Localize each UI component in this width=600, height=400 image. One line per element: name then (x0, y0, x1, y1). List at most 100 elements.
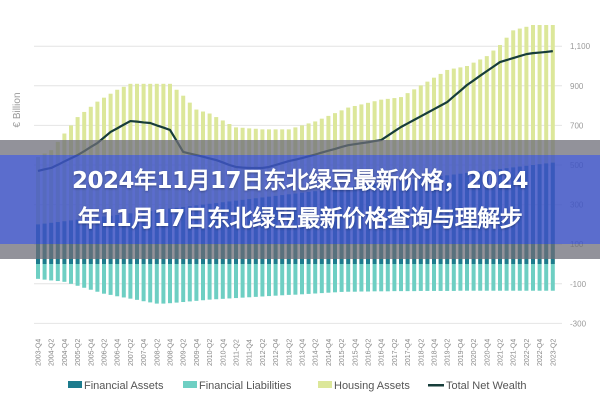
bar-financial-liabilities (207, 264, 212, 300)
x-tick-label: 2021-Q4 (511, 339, 518, 366)
x-tick-label: 2009-Q4 (194, 339, 201, 366)
x-tick-label: 2019-Q4 (458, 339, 465, 366)
bar-financial-liabilities (227, 264, 232, 299)
bar-financial-liabilities (253, 264, 258, 297)
x-tick-label: 2012-Q4 (273, 339, 280, 366)
bar-financial-liabilities (141, 264, 146, 302)
x-tick-label: 2011-Q2 (234, 339, 241, 366)
bar-financial-liabilities (135, 264, 139, 300)
bar-financial-liabilities (161, 264, 166, 304)
legend-label: Housing Assets (334, 380, 410, 392)
bar-financial-liabilities (82, 264, 87, 288)
bar-financial-liabilities (359, 264, 364, 292)
bar-financial-liabilities (181, 264, 186, 303)
bar-financial-liabilities (333, 264, 337, 293)
title-line-1: 2024年11月17日东北绿豆最新价格，2024 (71, 168, 529, 194)
bar-financial-liabilities (148, 264, 153, 303)
bar-financial-liabilities (154, 264, 159, 304)
x-tick-labels: 2003-Q4 2004-Q2 2004-Q4 2005-Q2 2005-Q4 2006-… (36, 339, 558, 366)
bar-financial-liabilities (326, 264, 331, 293)
bar-financial-liabilities (273, 264, 278, 296)
y-tick-label: 700 (570, 121, 584, 130)
bar-financial-liabilities (234, 264, 238, 299)
bar-financial-liabilities (240, 264, 245, 298)
x-tick-label: 2004-Q4 (62, 339, 69, 366)
bar-financial-liabilities (478, 264, 483, 291)
bar-financial-liabilities (517, 264, 522, 291)
y-tick-label: 900 (570, 82, 584, 91)
x-tick-label: 2005-Q4 (88, 339, 95, 366)
bar-financial-liabilities (465, 264, 469, 291)
x-tick-label: 2003-Q4 (36, 339, 43, 366)
x-tick-label: 2023-Q2 (550, 339, 557, 366)
bar-financial-liabilities (102, 264, 106, 294)
bar-financial-liabilities (194, 264, 199, 301)
legend: Financial Assets Financial Liabilities Hou… (68, 380, 527, 392)
bar-financial-liabilities (121, 264, 126, 298)
x-tick-label: 2004-Q2 (49, 339, 56, 366)
bar-financial-liabilities (286, 264, 291, 295)
x-tick-label: 2017-Q4 (405, 339, 412, 366)
x-tick-label: 2016-Q4 (379, 339, 386, 366)
x-tick-label: 2006-Q4 (115, 339, 122, 366)
bar-financial-liabilities (498, 264, 502, 291)
x-tick-label: 2018-Q4 (432, 339, 439, 366)
bar-financial-liabilities (49, 264, 54, 281)
x-tick-label: 2021-Q2 (498, 339, 505, 366)
article-title: 2024年11月17日东北绿豆最新价格，2024 年11月17日东北绿豆最新价格… (0, 162, 600, 238)
x-tick-label: 2006-Q2 (102, 339, 109, 366)
bar-financial-liabilities (306, 264, 311, 294)
legend-label: Financial Assets (84, 380, 164, 392)
bar-financial-liabilities (260, 264, 265, 297)
bar-financial-liabilities (392, 264, 397, 292)
legend-swatch (68, 381, 82, 388)
bar-financial-liabilities (412, 264, 417, 292)
bar-financial-liabilities (115, 264, 120, 297)
bar-financial-liabilities (511, 264, 516, 291)
x-tick-label: 2012-Q2 (260, 339, 267, 366)
y-tick-label: 1,100 (570, 42, 591, 51)
bar-financial-liabilities (339, 264, 344, 292)
bar-financial-liabilities (220, 264, 225, 299)
x-tick-label: 2007-Q2 (128, 339, 135, 366)
overlay-band-top (0, 140, 600, 155)
y-axis-label: € Billion (12, 92, 23, 127)
bar-financial-liabilities (385, 264, 390, 292)
y-tick-label: -300 (570, 319, 587, 328)
bar-financial-liabilities (36, 264, 40, 279)
x-tick-label: 2008-Q4 (168, 339, 175, 366)
bar-financial-liabilities (293, 264, 298, 295)
bar-financial-liabilities (524, 264, 529, 291)
bar-financial-liabilities (128, 264, 133, 299)
bar-financial-liabilities (55, 264, 60, 282)
x-tick-label: 2017-Q2 (392, 339, 399, 366)
bar-financial-liabilities (550, 264, 555, 291)
x-tick-label: 2005-Q2 (75, 339, 82, 366)
overlay-band (0, 155, 600, 244)
bar-financial-liabilities (62, 264, 67, 282)
bar-financial-liabilities (544, 264, 549, 291)
bar-financial-liabilities (69, 264, 73, 284)
bar-financial-liabilities (372, 264, 377, 292)
bar-financial-liabilities (214, 264, 219, 300)
legend-swatch (318, 381, 332, 388)
bar-financial-liabilities (201, 264, 205, 301)
bar-financial-liabilities (432, 264, 436, 291)
bar-financial-liabilities (267, 264, 271, 297)
bar-financial-liabilities (504, 264, 509, 291)
bar-financial-liabilities (484, 264, 489, 291)
x-tick-label: 2020-Q4 (484, 339, 491, 366)
bar-financial-liabilities (247, 264, 252, 298)
bar-financial-liabilities (425, 264, 430, 291)
x-tick-label: 2019-Q2 (445, 339, 452, 366)
x-tick-label: 2022-Q2 (524, 339, 531, 366)
x-tick-label: 2020-Q2 (471, 339, 478, 366)
legend-line-marker (428, 384, 444, 387)
y-tick-label: -100 (570, 280, 587, 289)
legend-label: Total Net Wealth (446, 380, 527, 392)
bar-financial-liabilities (168, 264, 172, 304)
bar-financial-liabilities (319, 264, 324, 294)
bar-financial-liabilities (451, 264, 456, 291)
bar-financial-liabilities (438, 264, 443, 291)
bar-financial-liabilities (491, 264, 496, 291)
